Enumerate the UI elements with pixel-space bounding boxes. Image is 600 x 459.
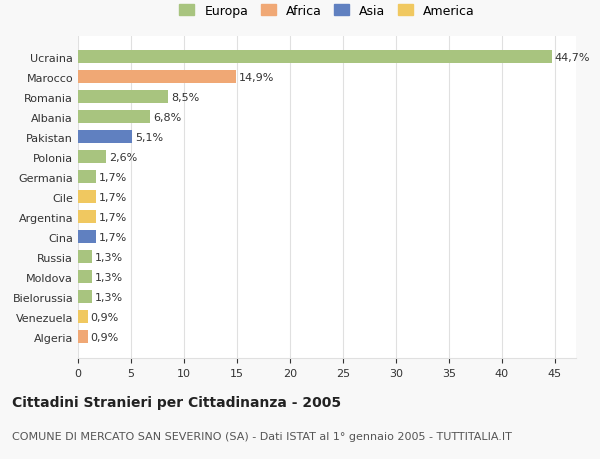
Bar xyxy=(78,91,168,104)
Legend: Europa, Africa, Asia, America: Europa, Africa, Asia, America xyxy=(176,1,478,22)
Text: COMUNE DI MERCATO SAN SEVERINO (SA) - Dati ISTAT al 1° gennaio 2005 - TUTTITALIA: COMUNE DI MERCATO SAN SEVERINO (SA) - Da… xyxy=(12,431,512,442)
Bar xyxy=(78,291,92,303)
Text: Cittadini Stranieri per Cittadinanza - 2005: Cittadini Stranieri per Cittadinanza - 2… xyxy=(12,395,341,409)
Text: 6,8%: 6,8% xyxy=(153,112,181,123)
Bar xyxy=(78,191,96,204)
Text: 1,7%: 1,7% xyxy=(99,232,127,242)
Text: 0,9%: 0,9% xyxy=(91,332,119,342)
Text: 14,9%: 14,9% xyxy=(239,73,274,83)
Text: 2,6%: 2,6% xyxy=(109,152,137,162)
Bar xyxy=(78,271,92,284)
Bar xyxy=(78,311,88,324)
Bar xyxy=(78,151,106,164)
Bar xyxy=(78,131,132,144)
Text: 1,7%: 1,7% xyxy=(99,173,127,182)
Text: 1,7%: 1,7% xyxy=(99,192,127,202)
Text: 1,3%: 1,3% xyxy=(95,272,123,282)
Bar xyxy=(78,171,96,184)
Text: 8,5%: 8,5% xyxy=(171,93,199,103)
Bar xyxy=(78,231,96,244)
Bar xyxy=(78,111,150,124)
Bar xyxy=(78,71,236,84)
Text: 1,7%: 1,7% xyxy=(99,213,127,222)
Bar xyxy=(78,51,551,64)
Bar xyxy=(78,251,92,263)
Bar xyxy=(78,211,96,224)
Text: 0,9%: 0,9% xyxy=(91,312,119,322)
Bar xyxy=(78,330,88,343)
Text: 44,7%: 44,7% xyxy=(555,53,590,63)
Text: 1,3%: 1,3% xyxy=(95,292,123,302)
Text: 1,3%: 1,3% xyxy=(95,252,123,262)
Text: 5,1%: 5,1% xyxy=(135,133,163,143)
